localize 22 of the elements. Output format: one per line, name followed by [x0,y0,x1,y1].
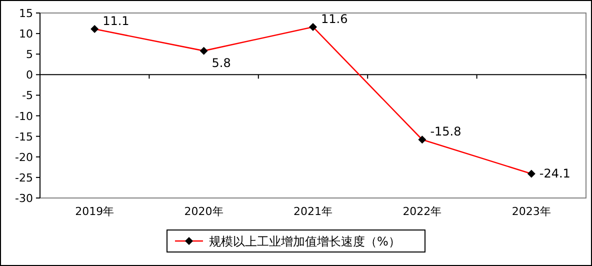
data-label: 11.1 [102,14,130,28]
x-tick-label: 2022年 [402,205,442,218]
y-tick-label: 5 [26,48,33,62]
y-tick-label: -20 [15,150,33,164]
data-label: -24.1 [539,166,570,181]
y-tick-label: -30 [15,192,33,205]
data-label: 5.8 [212,56,231,70]
y-tick-label: -5 [22,89,33,102]
y-tick-label: -15 [15,130,33,144]
x-tick-label: 2023年 [512,205,551,218]
y-tick-label: 0 [26,68,33,82]
y-tick-label: -10 [15,110,33,123]
legend: 规模以上工业增加值增长速度（%） [166,230,426,252]
x-tick-label: 2020年 [184,205,224,218]
y-tick-label: -25 [15,171,33,184]
data-label: 11.6 [321,12,348,26]
y-tick-label: 10 [19,28,33,41]
data-label: -15.8 [430,124,462,139]
y-tick-label: 15 [19,7,33,20]
x-tick-label: 2019年 [75,205,114,218]
x-tick-label: 2021年 [294,205,332,218]
legend-label: 规模以上工业增加值增长速度（%） [209,234,400,248]
